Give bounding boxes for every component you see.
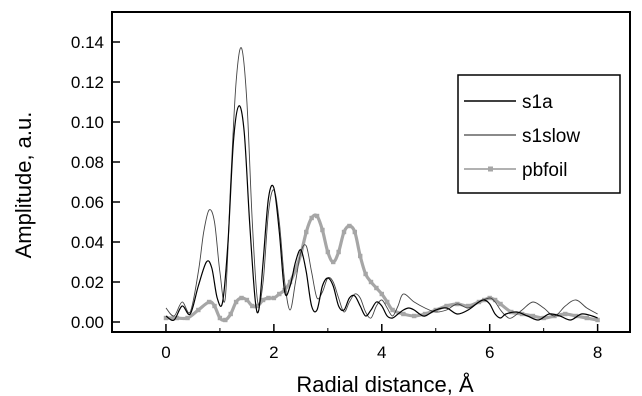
series-line-s1a	[165, 105, 598, 321]
data-point	[492, 297, 498, 303]
data-point	[341, 229, 347, 235]
data-point	[196, 307, 201, 313]
data-point	[347, 223, 352, 229]
y-tick-label: 0.12	[71, 73, 104, 92]
data-point	[390, 307, 395, 313]
data-point	[325, 249, 331, 255]
data-point	[206, 299, 212, 305]
data-point	[530, 313, 536, 319]
data-point	[287, 279, 293, 285]
x-tick-label: 8	[593, 343, 602, 362]
data-point	[368, 279, 374, 285]
legend: s1a s1slow pbfoil	[457, 74, 621, 194]
data-point	[465, 303, 471, 309]
data-point	[293, 267, 298, 273]
data-point	[384, 299, 390, 305]
data-point	[336, 249, 341, 255]
series-line-pbfoil	[166, 213, 598, 322]
data-point	[573, 313, 579, 319]
x-axis-title: Radial distance, Å	[296, 372, 474, 396]
y-axis-title: Amplitude, a.u.	[11, 112, 36, 259]
data-point	[244, 297, 250, 303]
series-layer	[163, 47, 600, 323]
data-point	[444, 303, 449, 309]
x-axis-ticks: 0 2 4 6 8	[111, 324, 602, 362]
data-point	[260, 297, 266, 303]
y-tick-label: 0.02	[71, 273, 104, 292]
data-point	[331, 259, 336, 265]
x-tick-label: 6	[485, 343, 494, 362]
data-point	[255, 303, 260, 309]
data-point	[271, 295, 277, 301]
data-point	[422, 311, 428, 317]
data-point	[163, 315, 169, 321]
data-point	[401, 311, 406, 317]
y-tick-label: 0.00	[71, 313, 104, 332]
data-point	[174, 315, 179, 321]
data-point	[233, 299, 239, 305]
data-point	[250, 303, 255, 309]
y-tick-label: 0.06	[71, 193, 104, 212]
data-point	[314, 213, 320, 219]
plot-frame	[111, 11, 631, 333]
data-point	[298, 251, 304, 257]
data-point	[185, 315, 190, 321]
data-point	[595, 317, 600, 323]
legend-marker	[488, 166, 493, 172]
data-point	[363, 271, 368, 277]
data-point	[217, 315, 223, 321]
legend-box	[457, 74, 621, 194]
series-s1a	[165, 105, 598, 321]
y-axis-ticks: 0.00 0.02 0.04 0.06 0.08 0.10 0.12 0.14	[71, 33, 120, 332]
data-point	[358, 253, 363, 259]
legend-label: s1a	[522, 92, 553, 113]
data-point	[584, 315, 590, 321]
x-tick-label: 4	[377, 343, 386, 362]
y-tick-label: 0.14	[71, 33, 104, 52]
data-point	[228, 311, 233, 317]
data-point	[304, 229, 309, 235]
y-tick-label: 0.10	[71, 113, 104, 132]
data-point	[277, 291, 282, 297]
data-point	[223, 317, 228, 323]
data-point	[239, 295, 244, 301]
y-tick-label: 0.08	[71, 153, 104, 172]
data-point	[352, 229, 358, 235]
data-point	[379, 291, 384, 297]
data-point	[320, 227, 325, 233]
data-point	[212, 303, 217, 309]
x-tick-label: 0	[161, 343, 170, 362]
data-point	[411, 313, 417, 319]
legend-label: s1slow	[522, 126, 580, 147]
plot-border	[111, 11, 631, 333]
data-point	[374, 285, 379, 291]
data-point	[266, 295, 271, 301]
data-point	[563, 311, 568, 317]
legend-label: pbfoil	[522, 160, 567, 181]
x-tick-label: 2	[269, 343, 278, 362]
data-point	[541, 315, 546, 321]
data-point	[309, 215, 314, 221]
y-tick-label: 0.04	[71, 233, 104, 252]
data-point	[498, 301, 503, 307]
series-pbfoil	[163, 213, 600, 323]
